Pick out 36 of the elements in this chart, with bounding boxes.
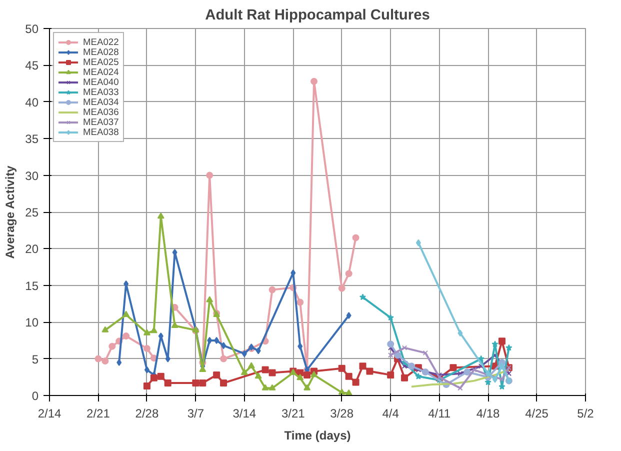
x-axis-title: Time (days) (284, 428, 351, 442)
x-tick-label: 3/14 (232, 406, 256, 420)
legend-label: MEA040 (83, 77, 119, 87)
y-tick-label: 20 (25, 242, 39, 256)
y-tick-label: 25 (25, 206, 39, 220)
x-tick-label: 3/7 (187, 406, 204, 420)
legend-label: MEA025 (83, 57, 119, 67)
y-tick-label: 5 (32, 352, 39, 366)
legend-label: MEA022 (83, 37, 119, 47)
y-tick-label: 10 (25, 316, 39, 330)
legend-label: MEA036 (83, 107, 119, 117)
legend-label: MEA033 (83, 87, 119, 97)
legend-label: MEA034 (83, 97, 119, 107)
y-tick-label: 30 (25, 168, 39, 183)
x-tick-label: 2/21 (86, 406, 110, 420)
x-tick-label: 4/11 (428, 406, 451, 420)
y-tick-label: 0 (32, 389, 39, 403)
x-tick-label: 4/4 (382, 406, 400, 420)
y-tick-label: 45 (25, 58, 39, 73)
x-tick-label: 4/18 (476, 406, 500, 420)
x-tick-label: 5/2 (577, 406, 594, 420)
y-tick-label: 15 (25, 278, 39, 293)
x-tick-label: 4/25 (525, 406, 549, 420)
legend-label: MEA038 (83, 127, 119, 137)
legend-label: MEA028 (83, 47, 119, 57)
legend-label: MEA037 (83, 117, 119, 127)
x-tick-label: 2/28 (135, 406, 159, 420)
legend-label: MEA024 (83, 67, 119, 77)
y-tick-label: 35 (25, 132, 39, 146)
y-tick-label: 50 (25, 22, 39, 36)
y-tick-label: 40 (25, 95, 39, 110)
chart-title: Adult Rat Hippocampal Cultures (205, 8, 430, 24)
x-tick-label: 3/28 (330, 406, 354, 420)
y-axis-title: Average Activity (3, 165, 18, 259)
x-tick-label: 3/21 (281, 406, 306, 420)
x-tick-label: 2/14 (38, 406, 62, 420)
